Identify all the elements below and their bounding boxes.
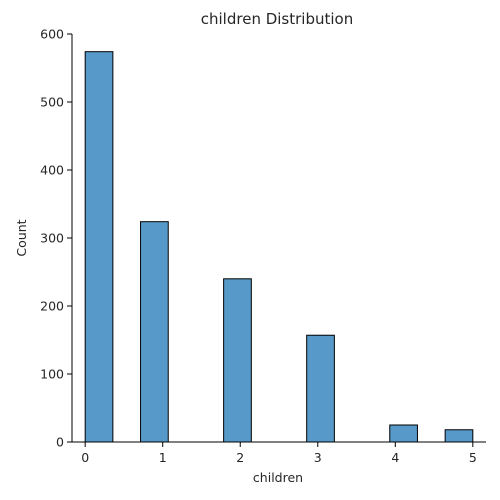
y-tick-label: 600 bbox=[40, 27, 64, 42]
y-axis: 0 100 200 300 400 500 600 bbox=[40, 27, 72, 450]
bar-3 bbox=[306, 334, 335, 443]
y-tick-label: 300 bbox=[40, 231, 64, 246]
x-tick-label: 5 bbox=[469, 450, 477, 465]
x-axis-label: children bbox=[253, 470, 303, 485]
x-tick-label: 0 bbox=[81, 450, 89, 465]
bar-0 bbox=[84, 51, 114, 443]
bar-5 bbox=[444, 429, 474, 443]
x-tick-label: 3 bbox=[314, 450, 322, 465]
y-tick-label: 100 bbox=[40, 367, 64, 382]
y-tick-label: 200 bbox=[40, 299, 64, 314]
x-tick-label: 2 bbox=[236, 450, 244, 465]
y-tick-label: 500 bbox=[40, 95, 64, 110]
y-axis-label: Count bbox=[14, 219, 29, 256]
y-tick-label: 400 bbox=[40, 163, 64, 178]
x-tick-label: 1 bbox=[159, 450, 167, 465]
x-axis: 0 1 2 3 4 5 bbox=[81, 442, 477, 465]
y-tick-label: 0 bbox=[56, 435, 64, 450]
chart-title: children Distribution bbox=[201, 10, 353, 28]
bars-group bbox=[84, 51, 474, 443]
bar-2 bbox=[223, 278, 252, 443]
bar-4 bbox=[389, 424, 418, 443]
bar-1 bbox=[140, 221, 169, 443]
x-tick-label: 4 bbox=[391, 450, 399, 465]
